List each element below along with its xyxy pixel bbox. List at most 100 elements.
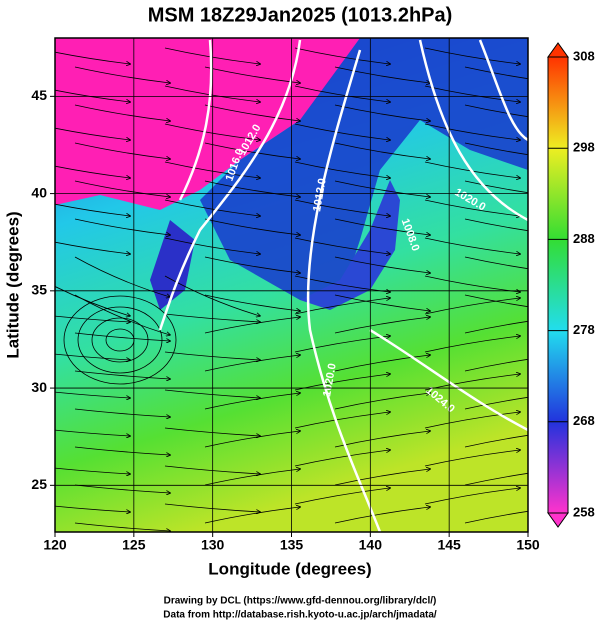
- streamline: [74, 142, 170, 159]
- streamline: [204, 294, 300, 311]
- streamline: [334, 355, 430, 372]
- x-tick-label: 145: [437, 537, 461, 553]
- streamline: [204, 218, 300, 235]
- chart-title: MSM 18Z29Jan2025 (1013.2hPa): [148, 4, 453, 26]
- streamline: [55, 165, 130, 178]
- colorbar-tick-label: 288: [573, 231, 595, 246]
- streamline: [464, 256, 528, 270]
- streamline: [204, 507, 300, 524]
- streamline: [74, 522, 170, 531]
- streamline: [204, 393, 300, 410]
- streamline: [204, 469, 300, 486]
- streamline: [204, 104, 300, 121]
- streamline: [294, 412, 390, 429]
- streamline: [74, 370, 170, 379]
- streamline: [74, 332, 170, 341]
- streamline: [464, 510, 528, 524]
- streamline: [334, 218, 430, 235]
- isobars: [158, 39, 528, 532]
- streamline: [334, 393, 430, 410]
- streamline: [334, 142, 430, 159]
- streamline: [464, 142, 528, 156]
- streamline: [74, 484, 170, 493]
- x-tick-label: 125: [122, 537, 146, 553]
- streamline: [334, 66, 430, 83]
- streamline: [464, 294, 528, 308]
- streamline: [294, 199, 390, 216]
- streamline: [164, 237, 260, 254]
- streamline: [164, 199, 260, 216]
- streamline: [294, 47, 390, 64]
- colorbar-tick-label: 258: [573, 504, 595, 519]
- y-tick-label: 25: [31, 476, 47, 492]
- streamline: [424, 298, 520, 315]
- streamline: [55, 241, 130, 254]
- x-tick-label: 140: [359, 537, 383, 553]
- y-tick-label: 35: [31, 282, 47, 298]
- colorbar-tick-label: 278: [573, 322, 595, 337]
- streamline: [74, 66, 170, 83]
- streamline: [91, 317, 149, 363]
- streamline: [55, 391, 130, 398]
- streamline: [464, 358, 528, 372]
- streamline: [424, 47, 520, 64]
- y-tick-label: 30: [31, 379, 47, 395]
- streamline: [55, 429, 130, 436]
- colorbar-extend-top: [547, 42, 569, 58]
- x-tick-label: 150: [516, 537, 540, 553]
- footer-line: Drawing by DCL (https://www.gfd-dennou.o…: [164, 596, 437, 607]
- streamline: [464, 320, 528, 334]
- japan: [300, 180, 400, 310]
- x-axis-label: Longitude (degrees): [208, 559, 371, 578]
- streamline: [424, 199, 520, 216]
- streamline: [55, 353, 130, 360]
- field: [55, 38, 528, 532]
- streamline: [424, 450, 520, 467]
- colorbar-tick-label: 308: [573, 48, 595, 63]
- korea: [150, 220, 195, 310]
- streamline: [294, 85, 390, 102]
- colorbar-tick-label: 268: [573, 413, 595, 428]
- streamline: [74, 180, 170, 197]
- streamline: [55, 203, 130, 216]
- y-axis-label: Latitude (degrees): [3, 211, 22, 358]
- contour-label: 1012.0: [311, 177, 329, 212]
- streamline: [424, 123, 520, 140]
- streamline: [334, 256, 430, 273]
- streamline: [74, 408, 170, 417]
- streamline: [424, 412, 520, 429]
- streamline: [164, 465, 260, 474]
- streamline: [55, 89, 130, 102]
- x-tick-label: 135: [280, 537, 304, 553]
- streamline: [164, 313, 260, 322]
- streamline: [164, 123, 260, 140]
- streamline: [334, 180, 430, 197]
- streamline: [74, 218, 170, 235]
- colorbar-tick-label: 298: [573, 140, 595, 155]
- streamline: [204, 142, 300, 159]
- streamline: [464, 434, 528, 448]
- streamline: [464, 218, 528, 232]
- streamline: [55, 505, 130, 512]
- streamline: [164, 389, 260, 398]
- streamline: [424, 237, 520, 254]
- streamline: [294, 488, 390, 505]
- streamline: [334, 507, 430, 524]
- streamline: [424, 85, 520, 102]
- streamline: [464, 180, 528, 194]
- y-tick-label: 40: [31, 184, 47, 200]
- streamline: [464, 472, 528, 486]
- streamline: [334, 294, 430, 311]
- streamline: [74, 104, 170, 121]
- streamline: [164, 275, 260, 316]
- streamline: [204, 317, 300, 334]
- streamline: [74, 256, 170, 297]
- streamline: [55, 127, 130, 140]
- streamline: [164, 503, 260, 512]
- streamline: [294, 298, 390, 315]
- cool-region: [200, 38, 528, 300]
- streamline: [77, 306, 163, 374]
- colorbar-extend-bottom: [547, 512, 569, 528]
